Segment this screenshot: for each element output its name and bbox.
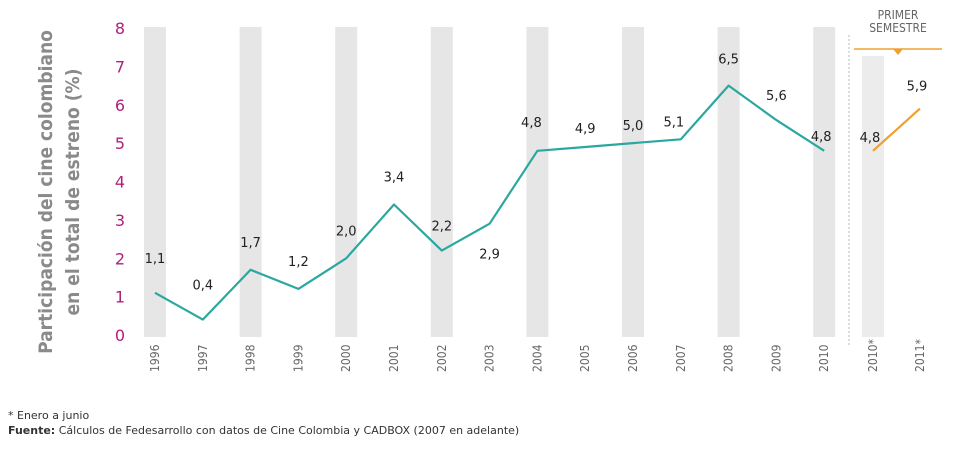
semester-header-line2: SEMESTRE	[869, 21, 927, 35]
data-label-2003: 2,9	[479, 248, 500, 263]
year-band-2004	[526, 27, 549, 337]
y-tick-4: 4	[115, 173, 125, 192]
year-band-2000	[335, 27, 358, 337]
y-axis-ticks: 0 1 2 3 4 5 6 7 8	[115, 19, 125, 345]
data-label-2004: 4,8	[521, 116, 542, 131]
data-labels: 1,1 0,4 1,7 1,2 2,0 3,4 2,2 2,9 4,8 4,9 5,0 5,1 6,5 5…	[145, 53, 928, 294]
x-tick-2005: 2005	[578, 345, 592, 372]
y-axis-label-line-1: Participación del cine colombiano	[35, 30, 57, 354]
source-label: Fuente:	[8, 424, 56, 437]
y-tick-8: 8	[115, 19, 125, 38]
x-tick-2007: 2007	[674, 345, 688, 372]
x-tick-2010-star: 2010*	[866, 339, 880, 372]
x-tick-2009: 2009	[769, 344, 783, 372]
x-tick-2004: 2004	[530, 344, 544, 372]
x-tick-2006: 2006	[626, 344, 640, 372]
year-band-2008	[717, 27, 740, 337]
footnote: * Enero a junio	[8, 409, 90, 422]
y-tick-6: 6	[115, 96, 125, 115]
year-band-1998	[239, 27, 262, 337]
x-tick-2008: 2008	[722, 344, 736, 372]
chart-notes: * Enero a junio Fuente: Cálculos de Fede…	[8, 408, 519, 438]
y-tick-2: 2	[115, 249, 125, 268]
data-label-1998: 1,7	[240, 236, 261, 251]
data-label-1999: 1,2	[288, 255, 309, 270]
y-tick-5: 5	[115, 134, 125, 153]
background-bands	[144, 27, 836, 337]
data-label-2000: 2,0	[336, 224, 357, 239]
series-line-annual	[154, 84, 825, 321]
semester-header-line1: PRIMER	[878, 8, 919, 22]
data-label-2009: 5,6	[766, 89, 787, 104]
y-axis-label-line-2: en el total de estreno (%)	[62, 69, 84, 316]
semester-bands	[862, 56, 884, 337]
x-tick-2011-star: 2011*	[913, 339, 927, 372]
x-tick-2000: 2000	[339, 344, 353, 372]
x-tick-1997: 1997	[196, 345, 210, 372]
y-tick-7: 7	[115, 57, 125, 76]
data-label-semester-2010-star: 4,8	[860, 131, 881, 146]
semester-header-arrow	[893, 49, 903, 55]
y-tick-3: 3	[115, 211, 125, 230]
data-label-2010: 4,8	[811, 130, 832, 145]
data-label-2008: 6,5	[718, 53, 739, 68]
x-tick-1998: 1998	[244, 344, 258, 372]
semester-band-2010	[862, 56, 884, 337]
year-band-2006	[622, 27, 644, 337]
data-label-2001: 3,4	[384, 171, 405, 186]
data-label-2005: 4,9	[575, 122, 596, 137]
data-label-2002: 2,2	[431, 220, 452, 235]
x-axis-ticks: 1996 1997 1998 1999 2000 2001 2002 2003 2004 2005…	[148, 339, 927, 372]
y-tick-1: 1	[115, 288, 125, 307]
x-tick-1996: 1996	[148, 344, 162, 372]
series-line-first-semester	[872, 107, 921, 152]
source-text: Cálculos de Fedesarrollo con datos de Ci…	[55, 424, 520, 437]
year-band-1996	[144, 27, 166, 337]
x-tick-2010: 2010	[817, 344, 831, 372]
series-lines	[154, 84, 921, 321]
x-tick-1999: 1999	[291, 344, 305, 372]
chart: PRIMER SEMESTRE Participación del cine c…	[35, 8, 942, 372]
data-label-2006: 5,0	[623, 119, 644, 134]
y-axis-label: Participación del cine colombiano en el t…	[35, 30, 84, 354]
data-label-2007: 5,1	[663, 115, 684, 130]
year-band-2010	[813, 27, 836, 337]
data-label-semester-2011-star: 5,9	[907, 80, 928, 95]
x-tick-2002: 2002	[435, 345, 449, 372]
data-label-1996: 1,1	[145, 252, 166, 267]
year-band-2002	[430, 27, 453, 337]
y-tick-0: 0	[115, 326, 125, 345]
x-tick-2003: 2003	[483, 345, 497, 372]
data-label-1997: 0,4	[192, 279, 213, 294]
x-tick-2001: 2001	[387, 345, 401, 372]
source-note: Fuente: Cálculos de Fedesarrollo con dat…	[8, 423, 519, 438]
